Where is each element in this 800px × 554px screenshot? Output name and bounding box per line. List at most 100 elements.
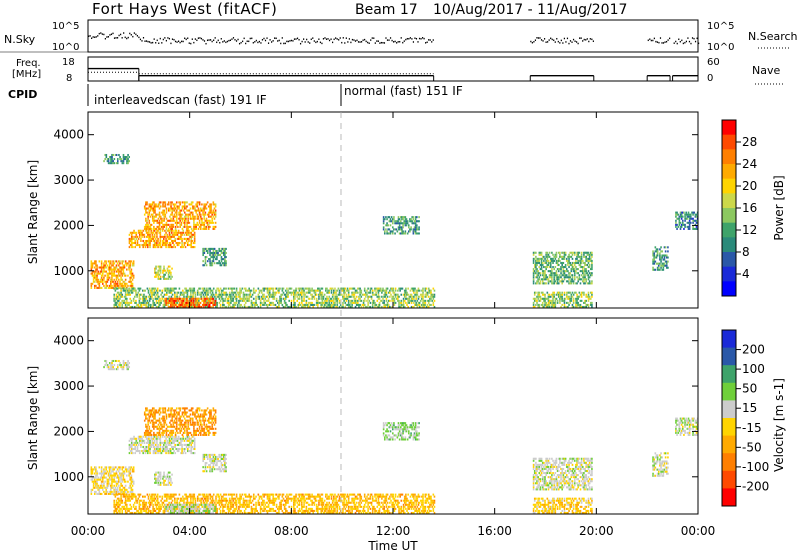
scatter-cell: [140, 305, 143, 308]
scatter-cell: [132, 235, 134, 238]
scatter-cell: [206, 299, 208, 302]
scatter-cell: [562, 274, 565, 277]
scatter-cell: [538, 295, 541, 298]
scatter-cell: [299, 291, 302, 294]
scatter-cell: [314, 293, 317, 296]
scatter-cell: [107, 368, 110, 371]
scatter-cell: [406, 293, 408, 296]
scatter-cell: [177, 231, 180, 234]
scatter-cell: [588, 295, 591, 298]
scatter-cell: [123, 488, 126, 491]
scatter-cell: [113, 490, 116, 493]
scatter-cell: [176, 305, 179, 308]
scatter-cell: [326, 295, 328, 298]
scatter-cell: [411, 220, 414, 223]
scatter-cell: [591, 263, 593, 267]
scatter-cell: [305, 299, 308, 302]
scatter-cell: [110, 162, 112, 165]
scatter-cell: [345, 299, 348, 302]
scatter-cell: [204, 291, 207, 294]
scatter-cell: [130, 244, 133, 247]
scatter-cell: [571, 261, 574, 264]
scatter-cell: [134, 447, 136, 451]
scatter-cell: [186, 223, 188, 226]
scatter-cell: [678, 221, 681, 224]
scatter-cell: [336, 297, 339, 300]
scatter-cell: [131, 470, 134, 473]
scatter-cell: [196, 289, 199, 292]
scatter-cell: [326, 291, 328, 294]
scatter-cell: [128, 301, 130, 304]
noise-sample: [403, 40, 405, 42]
scatter-cell: [153, 225, 155, 228]
scatter-cell: [176, 297, 179, 300]
scatter-cell: [665, 260, 668, 263]
scatter-cell: [112, 468, 114, 471]
scatter-cell: [205, 249, 208, 252]
scatter-cell: [115, 295, 118, 298]
scatter-cell: [130, 488, 133, 491]
noise-sample: [364, 38, 366, 41]
scatter-cell: [287, 293, 289, 296]
scatter-cell: [196, 213, 199, 216]
scatter-cell: [532, 270, 535, 273]
noise-sample: [235, 40, 238, 42]
scatter-cell: [199, 305, 202, 308]
noise-sample: [562, 42, 564, 44]
scatter-cell: [218, 297, 221, 300]
scatter-cell: [571, 268, 574, 271]
scatter-cell: [231, 297, 233, 300]
scatter-cell: [150, 295, 152, 298]
scatter-cell: [155, 305, 158, 308]
scatter-cell: [303, 299, 305, 302]
scatter-cell: [109, 474, 112, 477]
scatter-cell: [113, 268, 116, 271]
scatter-cell: [562, 255, 565, 258]
scatter-cell: [135, 231, 138, 234]
scatter-cell: [95, 480, 97, 483]
scatter-cell: [664, 260, 667, 263]
scatter-cell: [154, 271, 156, 274]
scatter-cell: [157, 273, 160, 276]
scatter-cell: [333, 303, 335, 306]
scatter-cell: [99, 278, 102, 281]
scatter-cell: [147, 291, 150, 294]
scatter-cell: [575, 305, 577, 308]
scatter-cell: [142, 244, 144, 247]
scatter-cell: [174, 445, 177, 448]
scatter-cell: [179, 303, 181, 306]
scatter-cell: [223, 291, 225, 294]
scatter-cell: [159, 269, 162, 272]
scatter-cell: [652, 268, 654, 271]
scatter-cell: [579, 303, 582, 306]
scatter-cell: [169, 305, 172, 308]
scatter-cell: [338, 289, 341, 292]
scatter-cell: [663, 246, 666, 249]
scatter-cell: [342, 287, 344, 290]
scatter-cell: [565, 276, 568, 279]
scatter-cell: [175, 299, 178, 302]
scatter-cell: [675, 221, 677, 224]
scatter-cell: [129, 478, 132, 481]
scatter-cell: [546, 259, 549, 262]
scatter-cell: [173, 219, 176, 222]
scatter-cell: [238, 299, 240, 302]
scatter-cell: [405, 289, 407, 292]
scatter-cell: [653, 254, 655, 257]
scatter-cell: [129, 262, 132, 265]
scatter-cell: [386, 295, 389, 298]
scatter-cell: [282, 291, 285, 294]
scatter-cell: [120, 488, 122, 491]
scatter-cell: [544, 257, 546, 260]
scatter-cell: [552, 261, 554, 264]
scatter-cell: [148, 437, 150, 440]
scatter-cell: [158, 450, 161, 453]
scatter-cell: [539, 257, 542, 260]
scatter-cell: [402, 216, 404, 219]
scatter-cell: [368, 305, 371, 308]
scatter-cell: [151, 219, 154, 222]
scatter-cell: [100, 264, 103, 267]
noise-sample: [383, 42, 386, 44]
scatter-cell: [267, 297, 270, 300]
scatter-cell: [576, 293, 578, 296]
